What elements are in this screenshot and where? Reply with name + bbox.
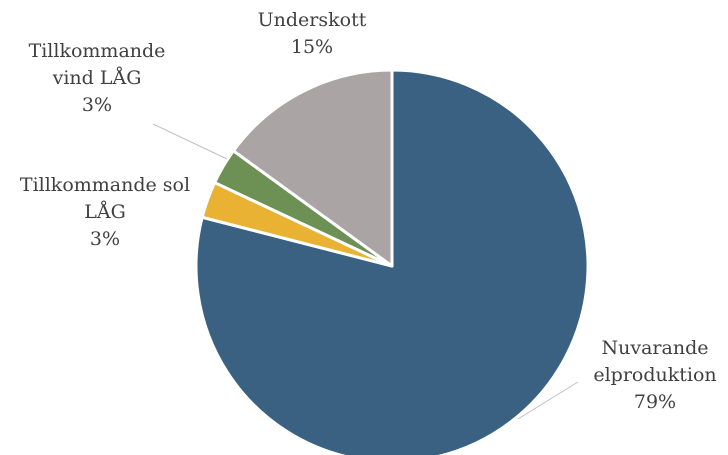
pie-slice-3: [231, 68, 394, 268]
pie-slices: [194, 68, 590, 455]
slice-label-3: Underskott 15%: [258, 9, 367, 58]
slice-name-line-3-0: Underskott: [258, 9, 367, 31]
slice-name-line-0-1: elproduktion: [593, 364, 716, 386]
slice-name-line-2-0: Tillkommande: [29, 40, 166, 62]
leader-line-2: [152, 123, 228, 160]
leader-line-0: [517, 381, 579, 420]
slice-value-label-3: 15%: [291, 36, 333, 58]
slice-labels: Nuvarande elproduktion 79% Tillkommande sol…: [20, 9, 717, 413]
leader-lines: [152, 123, 579, 420]
slice-name-line-1-0: Tillkommande sol: [20, 174, 190, 196]
pie-slice-0: [194, 68, 590, 455]
slice-name-line-1-1: LÅG: [84, 201, 126, 223]
slice-value-label-2: 3%: [82, 94, 112, 116]
slice-name-line-0-0: Nuvarande: [602, 337, 709, 359]
slice-value-label-1: 3%: [90, 228, 120, 250]
slice-label-2: Tillkommande vind LÅG 3%: [29, 40, 166, 116]
slice-name-line-2-1: vind LÅG: [52, 67, 142, 89]
slice-value-label-0: 79%: [634, 391, 676, 413]
slice-label-1: Tillkommande sol LÅG 3%: [20, 174, 190, 250]
slice-label-0: Nuvarande elproduktion 79%: [593, 337, 716, 413]
